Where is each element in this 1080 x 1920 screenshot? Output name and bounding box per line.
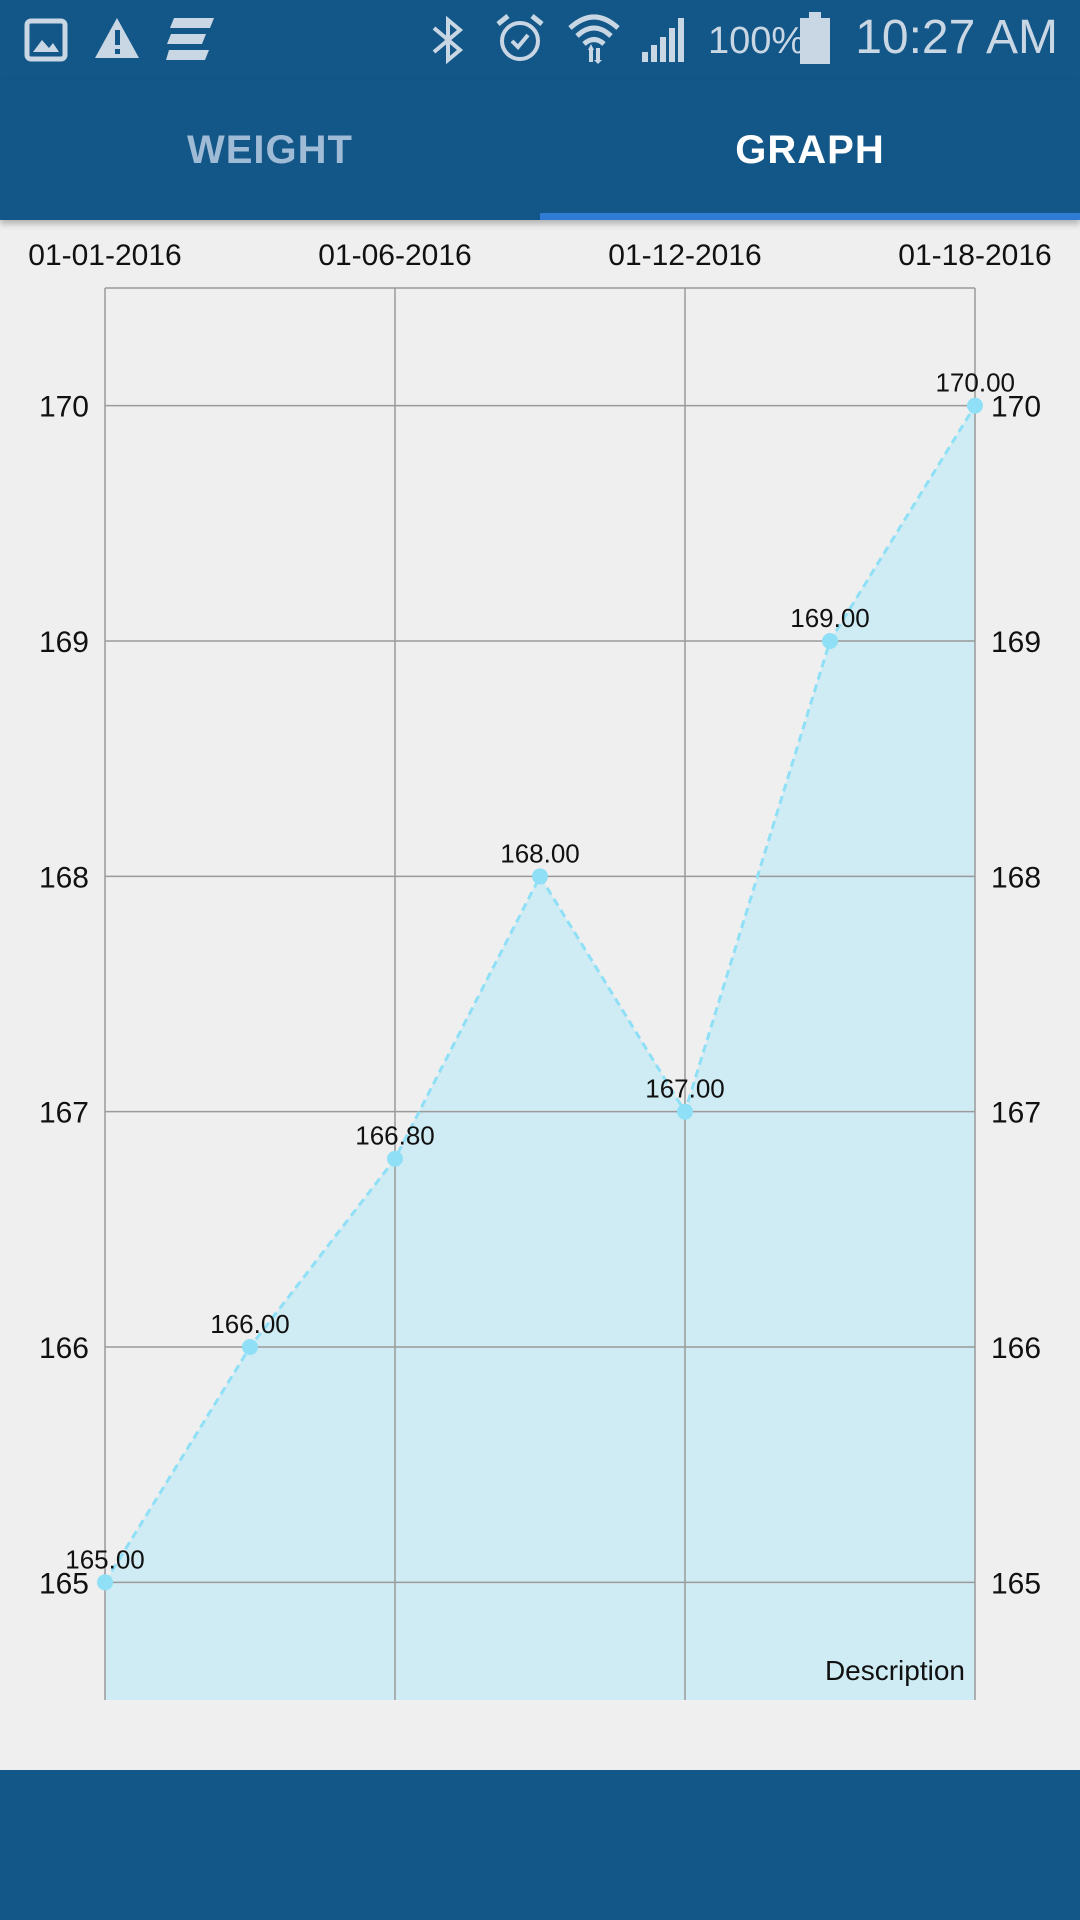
y-tick-label-right: 167 [991,1097,1041,1130]
data-label: 166.00 [210,1309,290,1339]
x-tick-label: 01-18-2016 [898,239,1051,272]
y-tick-label-right: 166 [991,1332,1041,1365]
data-point [97,1574,113,1591]
gallery-icon [24,18,68,62]
y-tick-label-left: 168 [39,861,89,894]
data-label: 165.00 [65,1544,145,1574]
y-tick-label-left: 170 [39,391,89,424]
warning-icon [95,18,139,58]
y-tick-label-left: 169 [39,626,89,659]
tab-indicator [540,213,1080,220]
x-tick-label: 01-01-2016 [28,239,181,272]
area-fill [105,405,975,1700]
y-tick-label-right: 169 [991,626,1041,659]
status-bar: 100% 10:27 AM [0,0,1080,80]
data-label: 166.80 [355,1121,435,1151]
wifi-icon [568,14,620,64]
battery-icon [800,12,830,64]
y-tick-label-right: 170 [991,391,1041,424]
y-tick-label-right: 168 [991,861,1041,894]
chart-canvas: 165 165 166 166 167 167 168 168 169 169 170 170 01-0… [28,239,1052,1700]
y-tick-label-right: 165 [991,1567,1041,1600]
data-point [532,868,548,885]
data-label: 167.00 [645,1074,725,1104]
data-label: 169.00 [790,603,870,633]
alarm-icon [496,14,544,61]
bluetooth-icon [432,15,464,65]
weight-chart[interactable]: 165 165 166 166 167 167 168 168 169 169 170 170 01-0… [0,220,1080,1770]
data-point [967,397,983,414]
signal-icon [642,18,684,62]
tab-bar: WEIGHT GRAPH [0,80,1080,220]
x-tick-label: 01-12-2016 [608,239,761,272]
data-point [822,633,838,649]
data-point [242,1339,258,1355]
tab-graph[interactable]: GRAPH [735,127,885,172]
clock: 10:27 AM [855,11,1058,64]
bottom-bar [0,1770,1080,1920]
data-point [387,1150,403,1167]
battery-percent: 100% [708,20,806,62]
y-tick-label-left: 165 [39,1567,89,1600]
app-e-icon [166,18,214,60]
data-label: 168.00 [500,838,580,868]
y-tick-label-left: 167 [39,1097,89,1130]
chart-description: Description [825,1655,965,1686]
y-tick-label-left: 166 [39,1332,89,1365]
data-label: 170.00 [935,368,1015,398]
x-tick-label: 01-06-2016 [318,239,471,272]
tab-weight[interactable]: WEIGHT [187,127,353,172]
data-point [677,1103,693,1120]
